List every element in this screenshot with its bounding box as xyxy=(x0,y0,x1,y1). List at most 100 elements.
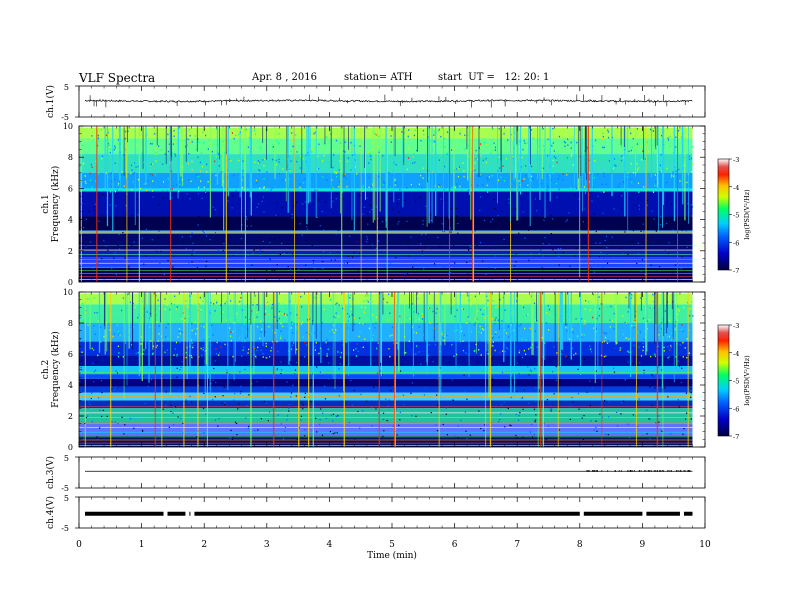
noise-speck xyxy=(510,425,512,427)
noise-speck xyxy=(454,435,456,437)
noise-speck xyxy=(339,363,341,365)
ch3-speck xyxy=(592,470,594,472)
noise-speck xyxy=(591,387,594,389)
noise-speck xyxy=(222,250,224,252)
noise-speck xyxy=(244,340,246,342)
noise-speck xyxy=(683,342,685,344)
noise-speck xyxy=(407,246,410,248)
noise-speck xyxy=(133,321,135,324)
noise-speck xyxy=(494,349,496,352)
noise-speck xyxy=(276,340,278,343)
noise-speck xyxy=(568,338,571,341)
noise-speck xyxy=(642,342,644,345)
noise-speck xyxy=(663,350,665,352)
noise-speck xyxy=(167,178,169,180)
noise-speck xyxy=(566,168,568,170)
noise-speck xyxy=(616,342,618,344)
noise-speck xyxy=(96,436,98,438)
noise-speck xyxy=(522,155,525,158)
noise-speck xyxy=(231,437,233,439)
colorbar-tick-label: -5 xyxy=(733,212,739,220)
noise-speck xyxy=(114,147,116,149)
noise-speck xyxy=(672,273,674,275)
noise-speck xyxy=(612,160,614,162)
noise-speck xyxy=(118,352,120,354)
noise-speck xyxy=(116,372,119,374)
noise-speck xyxy=(523,306,525,309)
noise-speck xyxy=(251,366,253,368)
noise-speck xyxy=(435,312,437,314)
noise-speck xyxy=(280,330,282,332)
noise-speck xyxy=(114,190,117,193)
noise-speck xyxy=(552,163,554,166)
noise-speck xyxy=(301,402,303,404)
noise-speck xyxy=(323,294,325,296)
noise-speck xyxy=(335,175,338,178)
noise-speck xyxy=(109,190,112,193)
noise-speck xyxy=(587,301,590,303)
noise-speck xyxy=(565,157,567,160)
noise-speck xyxy=(386,144,388,147)
noise-speck xyxy=(188,306,190,309)
noise-speck xyxy=(237,133,240,136)
noise-speck xyxy=(111,180,113,182)
noise-speck xyxy=(316,431,318,433)
noise-speck xyxy=(569,265,571,267)
noise-speck xyxy=(119,187,121,190)
noise-speck xyxy=(589,309,591,311)
ch4-gap xyxy=(190,511,195,517)
noise-speck xyxy=(682,330,684,333)
noise-speck xyxy=(79,186,81,189)
spectro-band xyxy=(79,408,693,424)
noise-speck xyxy=(422,220,424,222)
noise-speck xyxy=(478,331,480,334)
noise-speck xyxy=(454,185,456,188)
noise-speck xyxy=(382,184,384,186)
noise-speck xyxy=(513,329,515,332)
noise-speck xyxy=(389,312,391,314)
noise-speck xyxy=(410,236,412,238)
noise-speck xyxy=(407,135,409,138)
noise-speck xyxy=(142,161,145,164)
noise-speck xyxy=(607,131,609,133)
noise-speck xyxy=(466,261,468,264)
noise-speck xyxy=(672,152,675,154)
noise-speck xyxy=(171,188,173,190)
noise-speck xyxy=(217,143,219,146)
noise-speck xyxy=(308,318,311,320)
noise-speck xyxy=(132,302,134,305)
noise-speck xyxy=(92,349,95,351)
noise-speck xyxy=(329,268,331,270)
noise-speck xyxy=(688,158,690,161)
ch4-gap xyxy=(579,511,584,517)
noise-speck xyxy=(347,150,349,152)
noise-speck xyxy=(121,416,123,418)
noise-speck xyxy=(174,406,177,408)
noise-speck xyxy=(631,324,633,327)
noise-speck xyxy=(498,304,500,307)
noise-speck xyxy=(395,408,397,410)
noise-speck xyxy=(95,180,97,182)
noise-speck xyxy=(436,311,439,314)
noise-speck xyxy=(474,295,477,298)
noise-speck xyxy=(253,248,256,250)
noise-speck xyxy=(168,143,171,146)
noise-speck xyxy=(95,139,97,142)
noise-speck xyxy=(603,172,605,175)
noise-speck xyxy=(230,429,232,432)
noise-speck xyxy=(462,340,464,342)
noise-speck xyxy=(227,175,229,178)
noise-speck xyxy=(521,180,523,182)
noise-speck xyxy=(486,304,488,307)
noise-speck xyxy=(536,210,538,212)
noise-speck xyxy=(423,245,426,248)
noise-speck xyxy=(467,189,470,192)
noise-speck xyxy=(290,348,293,350)
noise-speck xyxy=(607,129,609,131)
noise-speck xyxy=(667,396,669,398)
noise-speck xyxy=(114,162,116,164)
noise-speck xyxy=(283,313,285,315)
noise-speck xyxy=(158,145,160,147)
noise-speck xyxy=(302,157,304,160)
noise-speck xyxy=(420,363,422,365)
